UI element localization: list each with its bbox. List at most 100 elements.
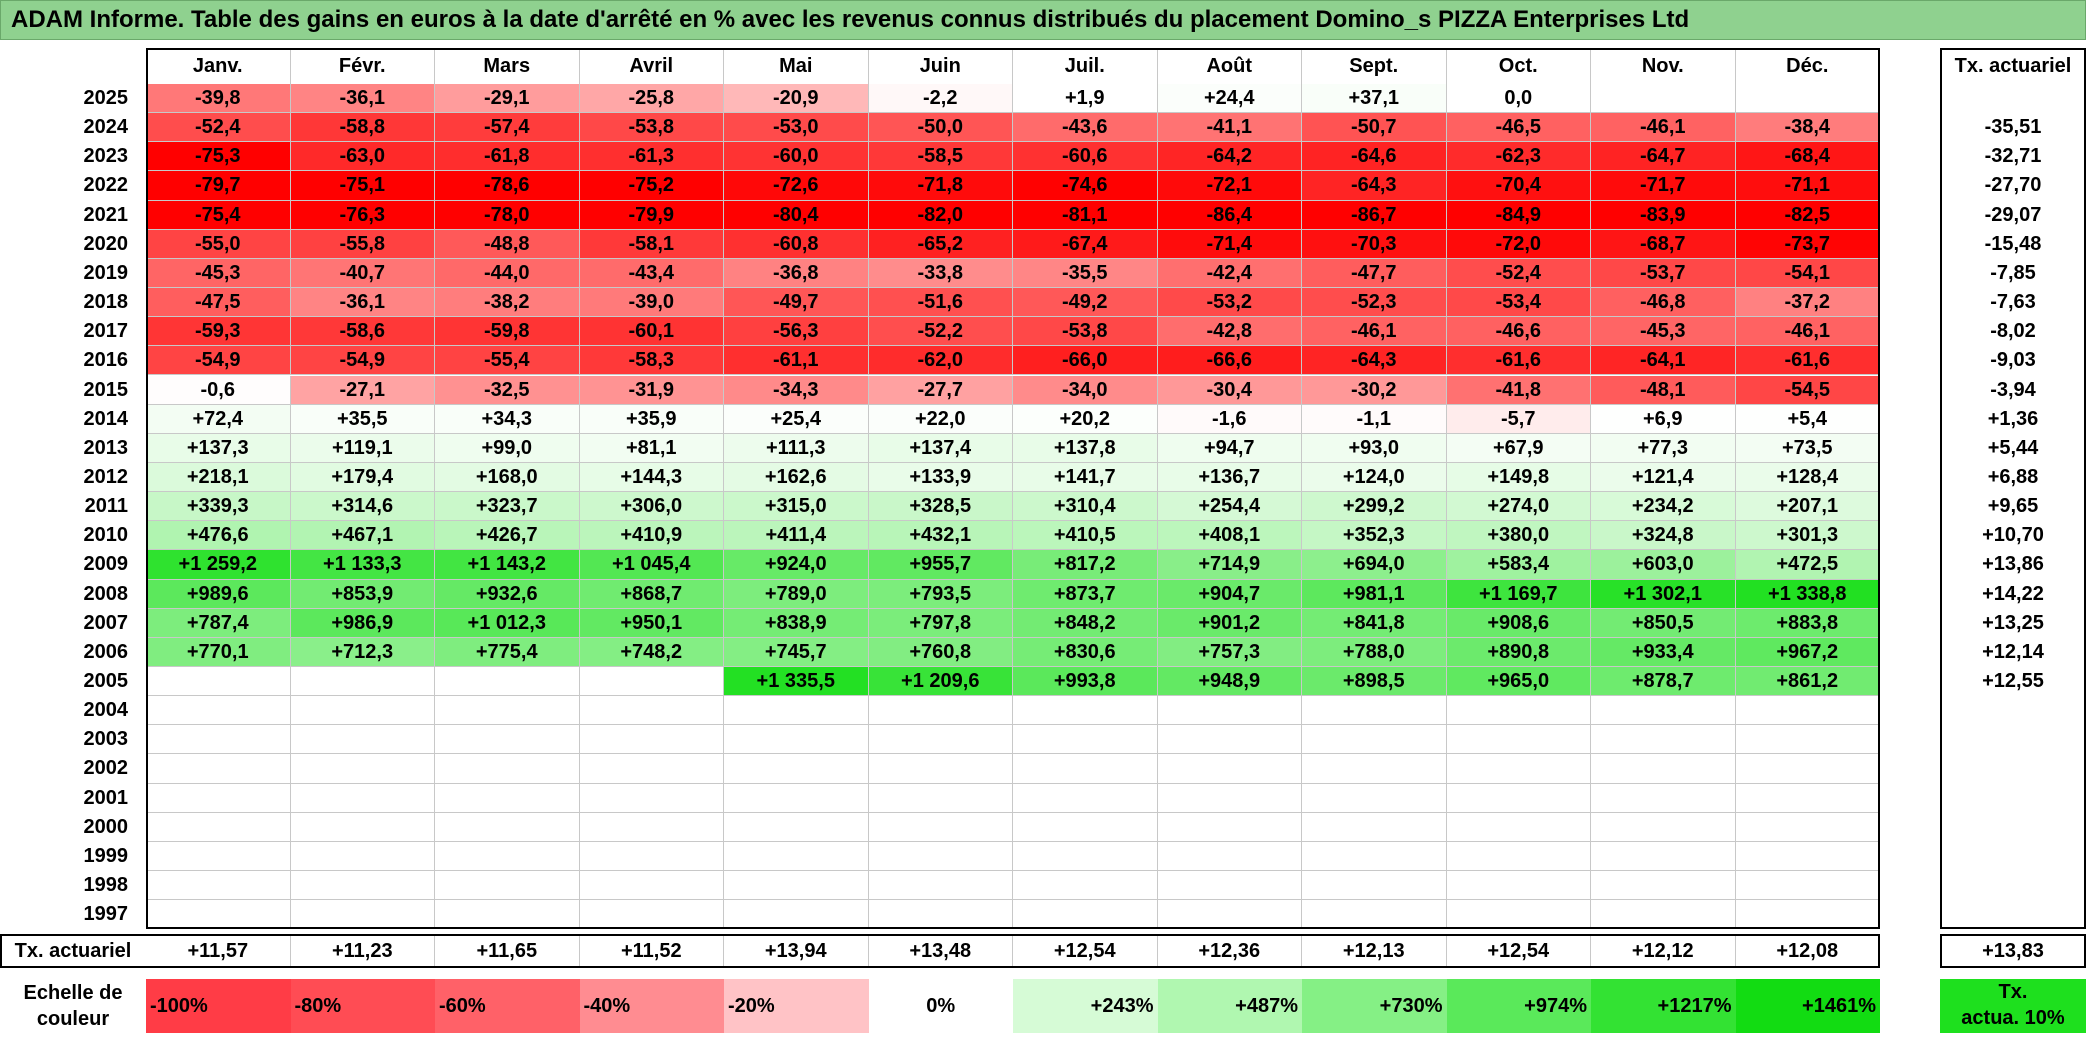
- heatmap-cell: +35,5: [290, 404, 435, 434]
- heatmap-cell: -63,0: [290, 142, 435, 172]
- heatmap-cell: -48,1: [1591, 375, 1736, 405]
- heatmap-cell: +77,3: [1591, 433, 1736, 463]
- heatmap-cell: [1735, 754, 1880, 784]
- heatmap-cell: +748,2: [579, 637, 724, 667]
- heatmap-cell: +789,0: [724, 579, 869, 609]
- heatmap-cell: [290, 783, 435, 813]
- footer-rate: +12,36: [1158, 934, 1302, 969]
- heatmap-cell: +853,9: [290, 579, 435, 609]
- month-header: Oct.: [1447, 48, 1591, 84]
- heatmap-cell: +207,1: [1735, 492, 1880, 522]
- legend-swatch: -80%: [290, 979, 435, 1033]
- heatmap-cell: [724, 725, 869, 755]
- heatmap-cell: [868, 783, 1013, 813]
- heatmap-cell: [1157, 754, 1302, 784]
- heatmap-cell: [146, 696, 291, 726]
- heatmap-cell: +932,6: [435, 579, 580, 609]
- heatmap-cell: +694,0: [1302, 550, 1447, 580]
- heatmap-cell: +426,7: [435, 521, 580, 551]
- heatmap-cell: -25,8: [579, 84, 724, 114]
- heatmap-cell: [1013, 696, 1158, 726]
- heatmap-cell: -48,8: [435, 229, 580, 259]
- heatmap-cell: +986,9: [290, 608, 435, 638]
- heatmap-cell: -68,7: [1591, 229, 1736, 259]
- heatmap-cell: [579, 900, 724, 930]
- heatmap-cell: -82,0: [868, 200, 1013, 230]
- heatmap-cell: [1735, 871, 1880, 901]
- row-rate: -29,07: [1984, 203, 2042, 226]
- heatmap-cell: -61,8: [435, 142, 580, 172]
- row-rate: [1940, 784, 2086, 813]
- heatmap-cell: -45,3: [146, 258, 291, 289]
- heatmap-cell: +1 143,2: [435, 550, 580, 580]
- heatmap-cell: -64,3: [1302, 171, 1447, 201]
- year-label: 2011: [84, 495, 128, 518]
- heatmap-cell: -43,6: [1013, 113, 1158, 143]
- heatmap-cell: [1591, 871, 1736, 901]
- heatmap-cell: -86,7: [1302, 200, 1447, 230]
- heatmap-cell: [435, 812, 580, 842]
- heatmap-cell: -66,6: [1157, 346, 1302, 376]
- heatmap-cell: -42,4: [1157, 258, 1302, 289]
- heatmap-cell: +141,7: [1013, 462, 1158, 493]
- heatmap-cell: +476,6: [146, 521, 291, 551]
- heatmap-cell: -70,4: [1446, 171, 1591, 201]
- heatmap-cell: [724, 812, 869, 842]
- heatmap-cell: +111,3: [724, 433, 869, 463]
- heatmap-cell: -45,3: [1591, 317, 1736, 347]
- heatmap-cell: [868, 754, 1013, 784]
- heatmap-cell: -41,1: [1157, 113, 1302, 143]
- heatmap-cell: -64,6: [1302, 142, 1447, 172]
- footer-rate: +12,13: [1302, 934, 1447, 969]
- row-rate: -8,02: [1990, 320, 2036, 343]
- heatmap-cell: -36,8: [724, 258, 869, 289]
- footer-rate: +13,48: [869, 934, 1013, 969]
- footer-rate: +12,08: [1736, 934, 1880, 969]
- year-label: 2021: [83, 203, 129, 226]
- heatmap-cell: -55,4: [435, 346, 580, 376]
- heatmap-cell: [1735, 900, 1880, 930]
- heatmap-cell: -62,3: [1446, 142, 1591, 172]
- heatmap-cell: [290, 667, 435, 697]
- heatmap-cell: [724, 783, 869, 813]
- heatmap-cell: +133,9: [868, 462, 1013, 493]
- heatmap-cell: -79,9: [579, 200, 724, 230]
- heatmap-cell: [579, 812, 724, 842]
- heatmap-cell: +793,5: [868, 579, 1013, 609]
- legend-swatch: -100%: [146, 979, 291, 1033]
- heatmap-cell: +234,2: [1591, 492, 1736, 522]
- row-rate: +10,70: [1982, 524, 2044, 547]
- year-label: 2013: [83, 436, 129, 459]
- heatmap-cell: [1735, 84, 1880, 114]
- heatmap-cell: [1013, 754, 1158, 784]
- rate-header: Tx. actuariel: [1954, 55, 2072, 77]
- heatmap-cell: [1157, 900, 1302, 930]
- heatmap-cell: -61,3: [579, 142, 724, 172]
- heatmap-cell: +760,8: [868, 637, 1013, 667]
- heatmap-cell: -84,9: [1446, 200, 1591, 230]
- heatmap-cell: [1591, 841, 1736, 872]
- heatmap-cell: -54,1: [1735, 258, 1880, 289]
- legend-label: Echelle de couleur: [0, 980, 146, 1032]
- heatmap-cell: -80,4: [724, 200, 869, 230]
- heatmap-cell: +162,6: [724, 462, 869, 493]
- heatmap-cell: +37,1: [1302, 84, 1447, 114]
- heatmap-cell: -49,2: [1013, 288, 1158, 318]
- month-header: Juin: [869, 48, 1013, 84]
- heatmap-cell: -29,1: [435, 84, 580, 114]
- year-label: 2007: [83, 611, 129, 634]
- row-rate: -15,48: [1984, 232, 2042, 255]
- heatmap-cell: +380,0: [1446, 521, 1591, 551]
- heatmap-cell: -5,7: [1446, 404, 1591, 434]
- year-label: 2004: [83, 699, 129, 722]
- heatmap-cell: +830,6: [1013, 637, 1158, 667]
- heatmap-cell: -60,6: [1013, 142, 1158, 172]
- heatmap-cell: +1 012,3: [435, 608, 580, 638]
- heatmap-cell: +817,2: [1013, 550, 1158, 580]
- heatmap-cell: [1157, 725, 1302, 755]
- heatmap-cell: -53,2: [1157, 288, 1302, 318]
- footer-rate: +11,57: [146, 934, 291, 969]
- heatmap-cell: [1302, 812, 1447, 842]
- heatmap-cell: [146, 812, 291, 842]
- legend-swatch: +730%: [1302, 979, 1447, 1033]
